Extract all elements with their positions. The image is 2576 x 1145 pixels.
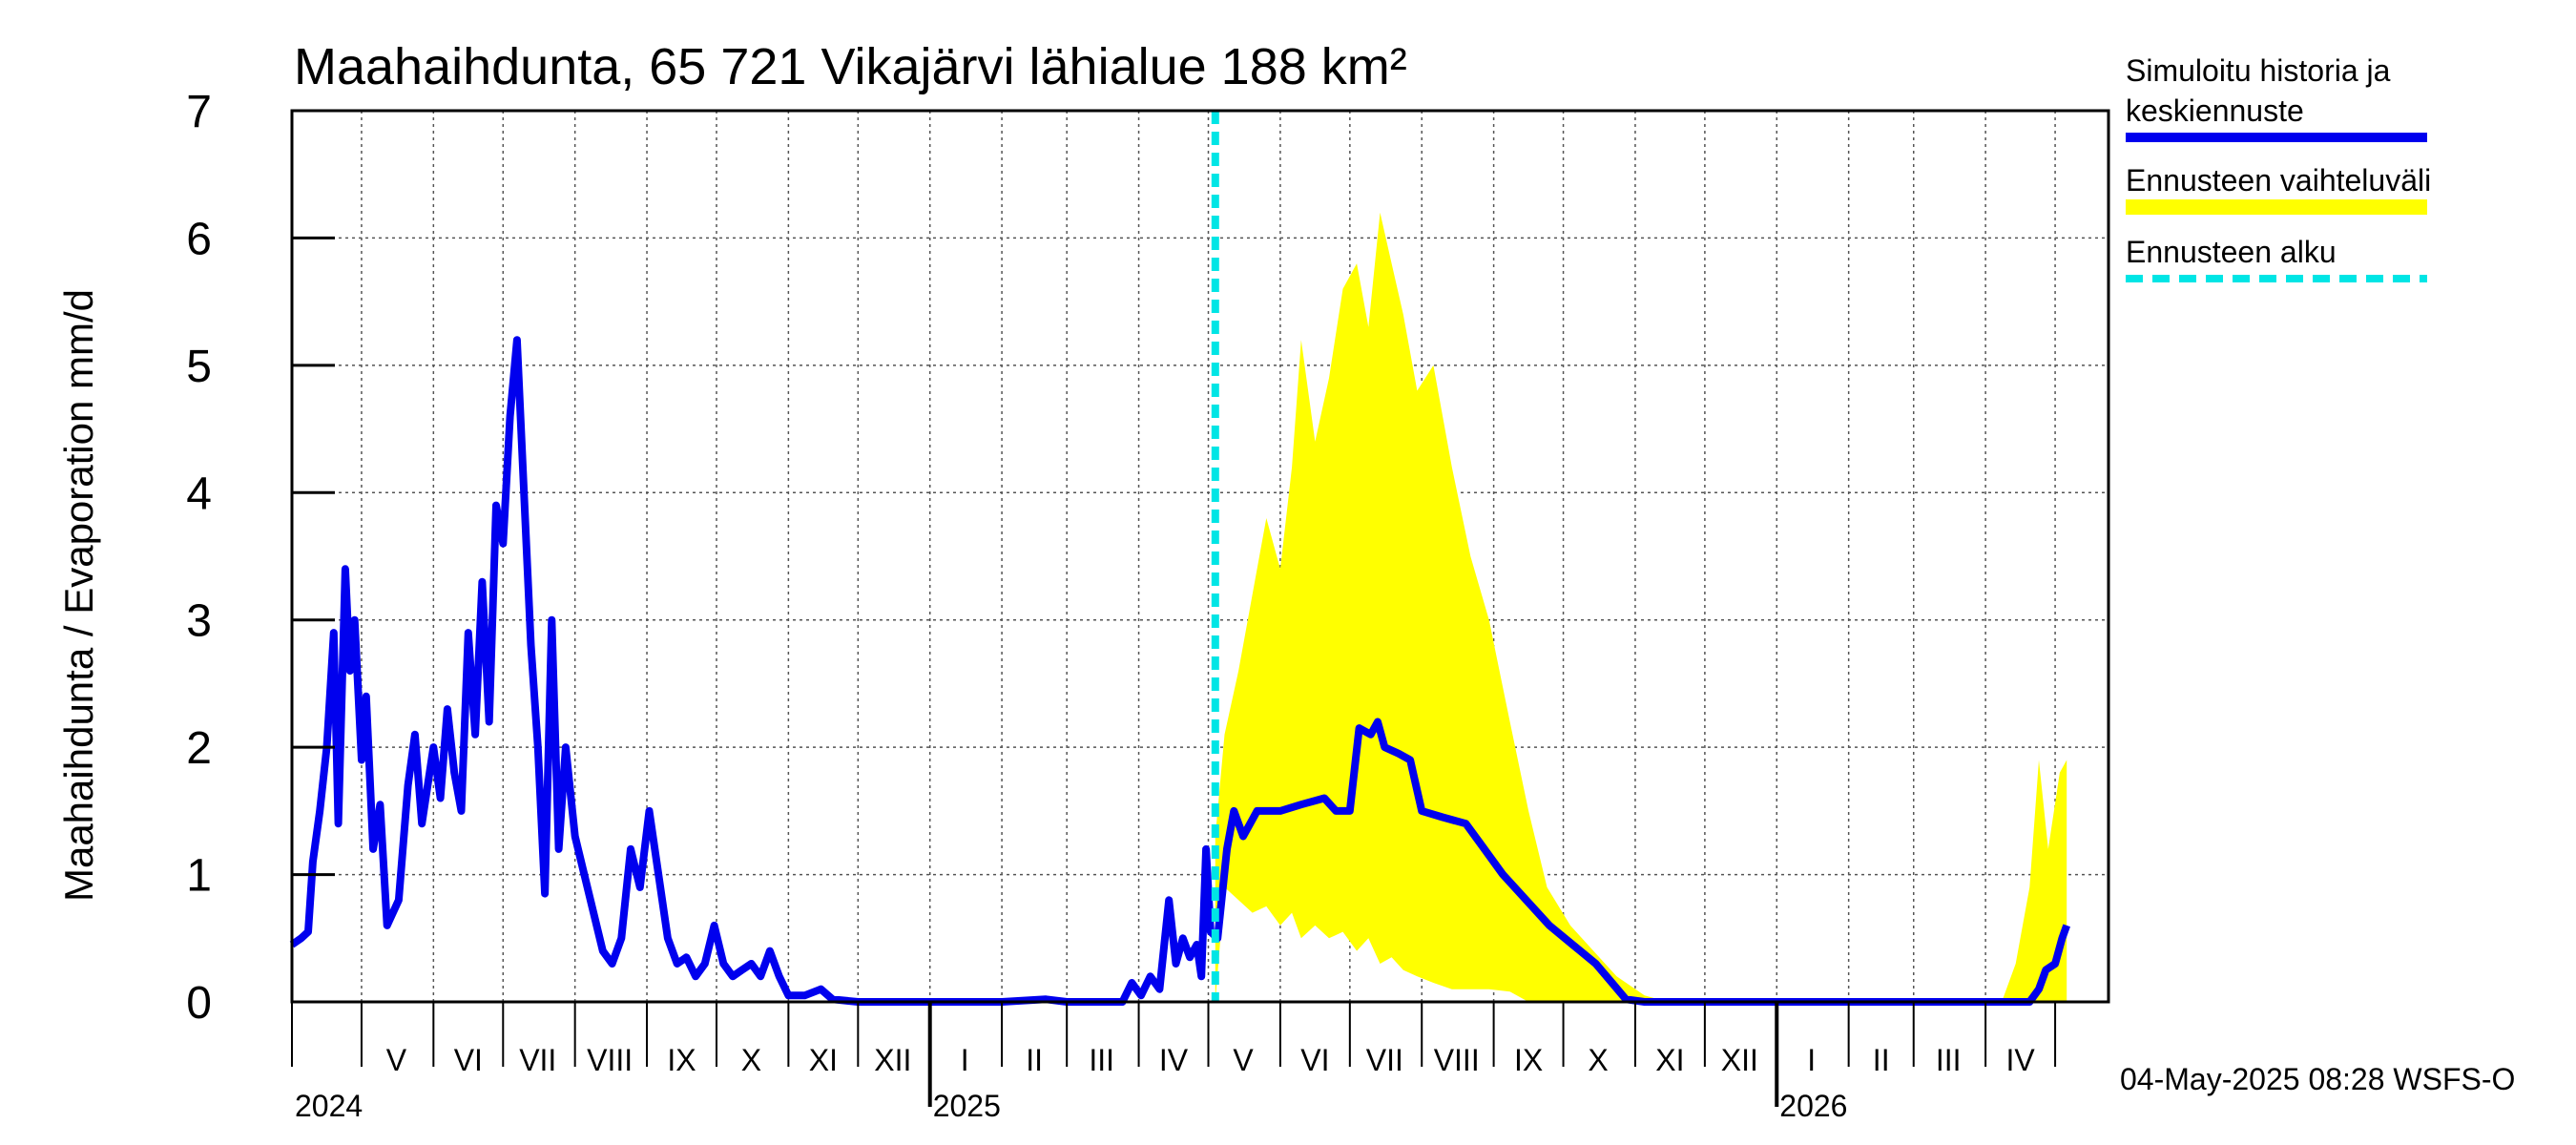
chart-title: Maahaihdunta, 65 721 Vikajärvi lähialue …	[294, 38, 1407, 95]
history-forecast-line	[289, 336, 2070, 1006]
y-tick-label: 5	[186, 342, 212, 392]
y-axis-label: Maahaihdunta / Evaporation mm/d	[56, 289, 101, 902]
year-label: 2026	[1779, 1089, 1847, 1123]
legend-history-label-line2: keskiennuste	[2126, 94, 2304, 128]
y-tick-label: 2	[186, 723, 212, 774]
legend-start-label: Ennusteen alku	[2126, 235, 2337, 269]
y-tick-label: 3	[186, 596, 212, 647]
month-label: III	[1936, 1043, 1962, 1077]
month-label: IV	[2005, 1043, 2035, 1077]
month-label: XI	[809, 1043, 838, 1077]
legend-history-label-line1: Simuloitu historia ja	[2126, 53, 2391, 88]
x-axis: V VI VII VIII IX X XI XII I II III IV V VI VII VIII IX X X…	[291, 1002, 2057, 1123]
month-label: VIII	[1434, 1043, 1480, 1077]
y-tick-label: 4	[186, 468, 212, 519]
month-label: V	[1233, 1043, 1254, 1077]
month-label: VII	[1366, 1043, 1403, 1077]
y-axis: 0 1 2 3 4 5 6 7	[186, 87, 335, 1029]
month-label: XII	[874, 1043, 911, 1077]
y-tick-label: 7	[186, 87, 212, 137]
month-label: VIII	[587, 1043, 633, 1077]
grid-lines	[292, 111, 2109, 1002]
forecast-range-band	[1215, 212, 2067, 1002]
month-label: X	[1588, 1043, 1608, 1077]
month-label: III	[1089, 1043, 1114, 1077]
series-line-group	[289, 336, 2070, 1006]
month-label: VI	[1300, 1043, 1329, 1077]
month-label: VII	[519, 1043, 556, 1077]
month-label: I	[1807, 1043, 1816, 1077]
month-label: V	[386, 1043, 407, 1077]
month-label: IX	[1514, 1043, 1543, 1077]
month-label: X	[741, 1043, 761, 1077]
month-label: VI	[454, 1043, 483, 1077]
month-label: XI	[1655, 1043, 1684, 1077]
month-label: IV	[1159, 1043, 1189, 1077]
month-label: I	[961, 1043, 969, 1077]
footer-timestamp: 04-May-2025 08:28 WSFS-O	[2120, 1062, 2515, 1096]
legend: Simuloitu historia ja keskiennuste Ennus…	[2126, 53, 2431, 282]
forecast-range-band-group	[1215, 212, 2067, 1002]
year-label: 2025	[933, 1089, 1001, 1123]
month-label: II	[1873, 1043, 1890, 1077]
legend-range-label: Ennusteen vaihteluväli	[2126, 163, 2431, 198]
y-tick-label: 1	[186, 851, 212, 902]
y-tick-label: 6	[186, 214, 212, 264]
plot-frame	[290, 109, 2110, 1004]
y-tick-label: 0	[186, 978, 212, 1029]
month-label: IX	[667, 1043, 696, 1077]
year-label: 2024	[295, 1089, 363, 1123]
month-label: XII	[1721, 1043, 1758, 1077]
month-label: II	[1026, 1043, 1043, 1077]
